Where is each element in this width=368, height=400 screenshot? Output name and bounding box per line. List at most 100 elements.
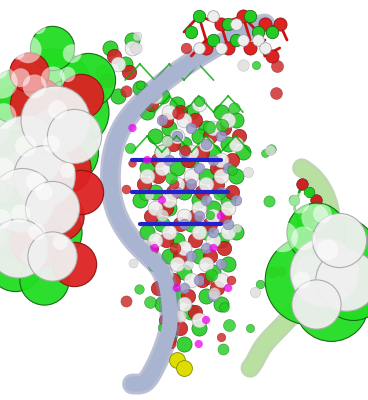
Point bbox=[296, 200, 302, 206]
Point bbox=[291, 197, 297, 203]
Point bbox=[170, 277, 176, 283]
Point bbox=[314, 213, 319, 219]
Point bbox=[225, 117, 231, 123]
Point bbox=[225, 45, 231, 51]
Point bbox=[321, 237, 327, 243]
Point bbox=[181, 141, 187, 147]
Point bbox=[63, 165, 69, 171]
Point bbox=[205, 276, 211, 283]
Point bbox=[210, 13, 216, 19]
Point bbox=[49, 253, 54, 259]
Point bbox=[130, 45, 135, 51]
Point bbox=[269, 53, 275, 59]
Point bbox=[218, 213, 224, 219]
Point bbox=[188, 149, 194, 155]
Point bbox=[299, 221, 305, 227]
Point bbox=[306, 265, 312, 271]
Point bbox=[159, 269, 165, 275]
Point bbox=[314, 261, 319, 267]
Point bbox=[141, 181, 146, 187]
Point bbox=[26, 253, 32, 259]
Point bbox=[196, 277, 202, 283]
Point bbox=[166, 205, 172, 211]
Point bbox=[225, 197, 231, 203]
Point bbox=[25, 46, 31, 53]
Point bbox=[312, 214, 318, 221]
Point bbox=[26, 69, 32, 75]
Point bbox=[181, 301, 187, 307]
Point bbox=[203, 245, 209, 251]
Point bbox=[152, 189, 158, 195]
Point bbox=[159, 301, 165, 307]
Point bbox=[331, 254, 337, 260]
Point bbox=[0, 216, 4, 222]
Point bbox=[203, 125, 209, 131]
Point bbox=[127, 145, 133, 152]
Point bbox=[314, 229, 319, 235]
Point bbox=[65, 167, 71, 174]
Point bbox=[166, 229, 172, 235]
Point bbox=[115, 61, 121, 67]
Point bbox=[343, 277, 349, 283]
Point bbox=[177, 221, 183, 227]
Point bbox=[12, 93, 18, 99]
Point bbox=[32, 83, 38, 90]
Point bbox=[210, 269, 216, 275]
Point bbox=[218, 237, 224, 243]
Point bbox=[130, 37, 135, 43]
Point bbox=[231, 105, 237, 112]
Point bbox=[314, 197, 319, 203]
Point bbox=[134, 33, 140, 39]
Point bbox=[23, 149, 29, 155]
Point bbox=[218, 173, 224, 179]
Point bbox=[306, 277, 312, 283]
Point bbox=[196, 45, 202, 51]
Point bbox=[126, 69, 132, 75]
Point bbox=[174, 261, 180, 267]
Point bbox=[236, 133, 242, 139]
Point bbox=[65, 71, 71, 78]
Point bbox=[142, 241, 148, 247]
Point bbox=[170, 141, 176, 147]
Point bbox=[148, 213, 154, 219]
Point bbox=[225, 261, 231, 267]
Point bbox=[155, 285, 161, 291]
Point bbox=[166, 125, 172, 131]
Point bbox=[247, 45, 253, 51]
Point bbox=[233, 21, 238, 27]
Point bbox=[203, 141, 209, 147]
Point bbox=[214, 181, 220, 187]
Point bbox=[155, 157, 161, 163]
Point bbox=[218, 109, 224, 115]
Point bbox=[319, 210, 325, 217]
Point bbox=[133, 45, 139, 52]
Point bbox=[31, 200, 37, 206]
Point bbox=[144, 173, 150, 179]
Point bbox=[152, 237, 158, 243]
Point bbox=[181, 221, 187, 227]
Point bbox=[181, 149, 187, 155]
Point bbox=[228, 277, 234, 284]
Point bbox=[137, 82, 143, 88]
Point bbox=[181, 365, 187, 371]
Point bbox=[123, 185, 129, 192]
Point bbox=[123, 88, 129, 94]
Point bbox=[203, 317, 209, 323]
Point bbox=[210, 229, 216, 235]
Point bbox=[188, 173, 194, 179]
Point bbox=[306, 213, 312, 219]
Point bbox=[199, 149, 205, 155]
Point bbox=[233, 173, 238, 179]
Point bbox=[130, 125, 135, 131]
Point bbox=[203, 229, 209, 235]
Point bbox=[188, 309, 194, 315]
Point bbox=[148, 101, 154, 107]
Point bbox=[78, 93, 84, 99]
Point bbox=[207, 253, 213, 259]
Point bbox=[247, 13, 253, 19]
Point bbox=[192, 309, 198, 315]
Point bbox=[278, 268, 284, 275]
Point bbox=[137, 85, 143, 91]
Point bbox=[192, 237, 198, 243]
Point bbox=[199, 277, 205, 283]
